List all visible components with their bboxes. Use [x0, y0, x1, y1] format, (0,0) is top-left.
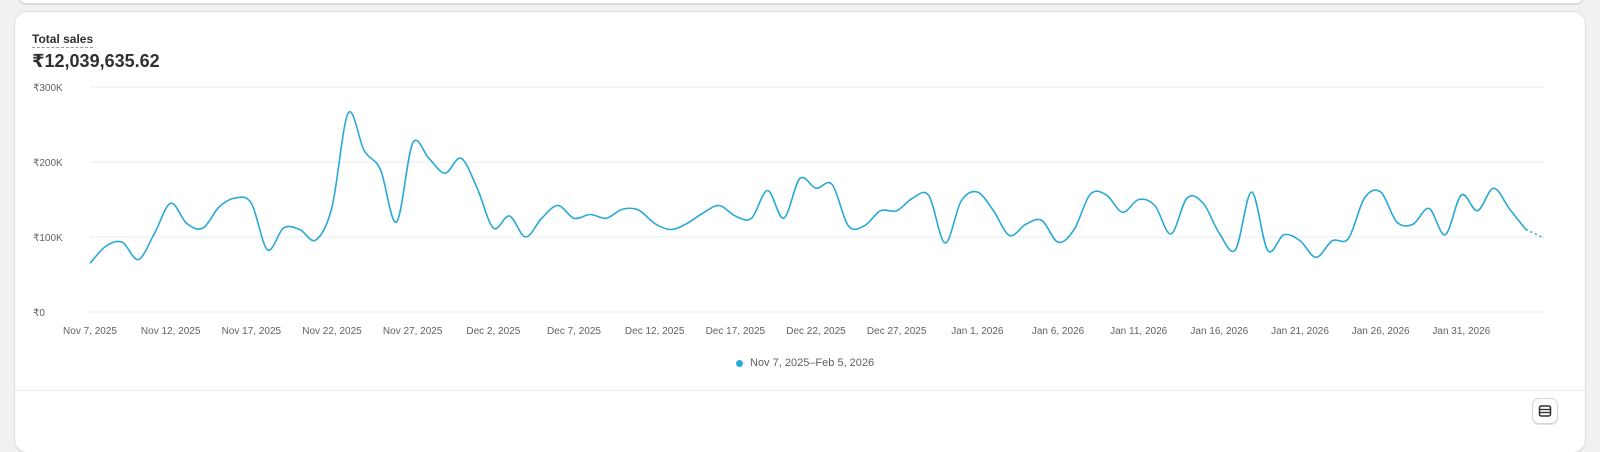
- x-tick-label: Jan 26, 2026: [1352, 326, 1410, 337]
- y-axis-ticks: ₹0 ₹100K ₹200K ₹300K: [33, 83, 63, 319]
- x-tick-label: Nov 17, 2025: [222, 326, 282, 337]
- x-tick-label: Nov 27, 2025: [383, 326, 443, 337]
- x-tick-label: Dec 7, 2025: [547, 326, 601, 337]
- table-view-button[interactable]: [1532, 398, 1558, 424]
- total-sales-card: [15, 12, 1585, 452]
- y-tick-label: ₹100K: [33, 233, 63, 244]
- x-tick-label: Dec 17, 2025: [706, 326, 766, 337]
- grid-lines: [90, 86, 1544, 313]
- y-tick-label: ₹300K: [33, 83, 63, 94]
- y-tick-label: ₹0: [33, 308, 45, 319]
- metric-value: ₹12,039,635.62: [32, 51, 160, 71]
- series-line: [89, 110, 1527, 264]
- table-icon: [1538, 405, 1552, 417]
- x-tick-label: Dec 22, 2025: [786, 326, 846, 337]
- legend-dot: [736, 359, 743, 367]
- x-tick-label: Nov 7, 2025: [63, 326, 117, 337]
- metric-title[interactable]: Total sales: [32, 32, 94, 48]
- x-tick-label: Jan 1, 2026: [951, 326, 1004, 337]
- x-tick-label: Nov 22, 2025: [302, 326, 362, 337]
- x-tick-label: Jan 21, 2026: [1271, 326, 1329, 337]
- card-divider: [15, 390, 1585, 391]
- x-tick-label: Dec 12, 2025: [625, 326, 685, 337]
- chart-legend[interactable]: Nov 7, 2025–Feb 5, 2026: [736, 355, 874, 371]
- x-tick-label: Jan 11, 2026: [1110, 326, 1168, 337]
- x-tick-label: Nov 12, 2025: [141, 326, 201, 337]
- x-axis-ticks: Nov 7, 2025 Nov 12, 2025 Nov 17, 2025 Nov 2…: [63, 326, 1491, 337]
- series-line-projection: [1525, 228, 1543, 238]
- x-tick-label: Jan 16, 2026: [1190, 326, 1248, 337]
- sales-line-chart[interactable]: ₹0 ₹100K ₹200K ₹300K Nov 7, 2025 Nov 12, 202…: [0, 0, 1600, 350]
- x-tick-label: Jan 6, 2026: [1032, 326, 1085, 337]
- series-layer: [89, 110, 1543, 264]
- legend-label: Nov 7, 2025–Feb 5, 2026: [750, 357, 875, 369]
- x-tick-label: Dec 2, 2025: [466, 326, 520, 337]
- x-tick-label: Jan 31, 2026: [1432, 326, 1490, 337]
- x-tick-label: Dec 27, 2025: [867, 326, 927, 337]
- y-tick-label: ₹200K: [33, 158, 63, 169]
